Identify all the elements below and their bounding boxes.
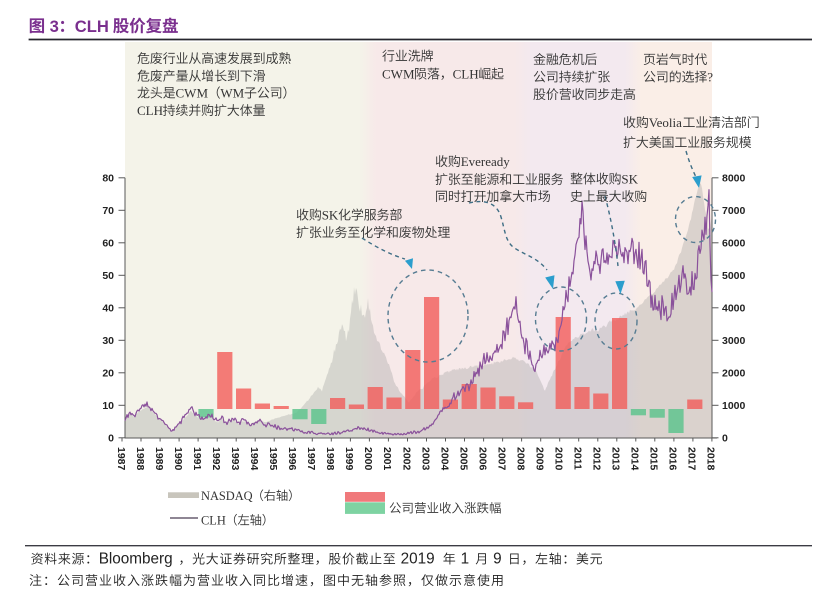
svg-text:1992: 1992	[210, 447, 222, 471]
svg-text:1998: 1998	[324, 447, 336, 471]
svg-text:20: 20	[102, 367, 114, 379]
svg-text:CWM: CWM	[382, 67, 415, 82]
svg-text:2013: 2013	[610, 447, 622, 471]
svg-text:NASDAQ: NASDAQ	[201, 489, 253, 503]
svg-text:2014: 2014	[629, 447, 641, 471]
svg-text:2012: 2012	[591, 447, 603, 471]
svg-text:6000: 6000	[722, 237, 746, 249]
svg-text:3000: 3000	[722, 335, 746, 347]
svg-text:Veolia: Veolia	[649, 115, 682, 130]
svg-text:1988: 1988	[134, 447, 146, 471]
svg-text:3: 3	[45, 17, 59, 36]
svg-text:Bloomberg: Bloomberg	[99, 551, 173, 568]
svg-text:70: 70	[102, 205, 114, 217]
svg-text:2011: 2011	[572, 447, 584, 470]
svg-text:1987: 1987	[115, 447, 127, 471]
svg-text:4000: 4000	[722, 302, 746, 314]
svg-text:SK: SK	[621, 172, 638, 187]
svg-text:CLH: CLH	[201, 514, 226, 528]
svg-text:1997: 1997	[305, 447, 317, 471]
svg-text:1000: 1000	[722, 400, 746, 412]
svg-text:1989: 1989	[153, 447, 165, 471]
svg-text:10: 10	[102, 400, 114, 412]
svg-text:2000: 2000	[362, 447, 374, 471]
svg-text:1990: 1990	[172, 447, 184, 471]
svg-text:2005: 2005	[457, 447, 469, 471]
svg-text:2007: 2007	[495, 447, 507, 471]
svg-text:0: 0	[108, 432, 114, 444]
svg-text:2016: 2016	[667, 447, 679, 471]
svg-text:SK: SK	[322, 208, 339, 223]
svg-text:2004: 2004	[438, 447, 450, 471]
svg-text:9: 9	[489, 551, 506, 568]
svg-text:CWM: CWM	[176, 86, 209, 101]
svg-text:CLH: CLH	[137, 103, 163, 118]
svg-text:2008: 2008	[514, 447, 526, 471]
svg-text:2018: 2018	[705, 447, 717, 471]
svg-text:30: 30	[102, 335, 114, 347]
svg-text:CLH: CLH	[453, 67, 479, 82]
svg-text:0: 0	[722, 432, 728, 444]
svg-text:50: 50	[102, 270, 114, 282]
svg-text:40: 40	[102, 302, 114, 314]
svg-text:1: 1	[456, 551, 473, 568]
svg-text:2017: 2017	[686, 447, 698, 471]
svg-text:2006: 2006	[476, 447, 488, 471]
svg-text:1993: 1993	[229, 447, 241, 471]
svg-text:1995: 1995	[267, 447, 279, 471]
svg-text:Eveready: Eveready	[461, 154, 511, 169]
svg-text:2001: 2001	[381, 447, 393, 471]
svg-text:2010: 2010	[553, 447, 565, 471]
svg-text:1996: 1996	[286, 447, 298, 471]
svg-text:60: 60	[102, 237, 114, 249]
svg-text:7000: 7000	[722, 205, 746, 217]
svg-text:2009: 2009	[534, 447, 546, 471]
svg-text:?: ?	[707, 70, 713, 85]
svg-text:2000: 2000	[722, 367, 746, 379]
svg-text:8000: 8000	[722, 172, 746, 184]
svg-text:5000: 5000	[722, 270, 746, 282]
svg-text:2002: 2002	[400, 447, 412, 471]
svg-text:80: 80	[102, 172, 114, 184]
svg-text:1994: 1994	[248, 447, 260, 471]
svg-text:WM: WM	[220, 86, 244, 101]
svg-text:1991: 1991	[191, 447, 203, 471]
svg-text:2019: 2019	[396, 551, 439, 568]
svg-text:2003: 2003	[419, 447, 431, 471]
svg-text:1999: 1999	[343, 447, 355, 471]
svg-text:CLH: CLH	[75, 17, 114, 36]
svg-text:2015: 2015	[648, 447, 660, 471]
